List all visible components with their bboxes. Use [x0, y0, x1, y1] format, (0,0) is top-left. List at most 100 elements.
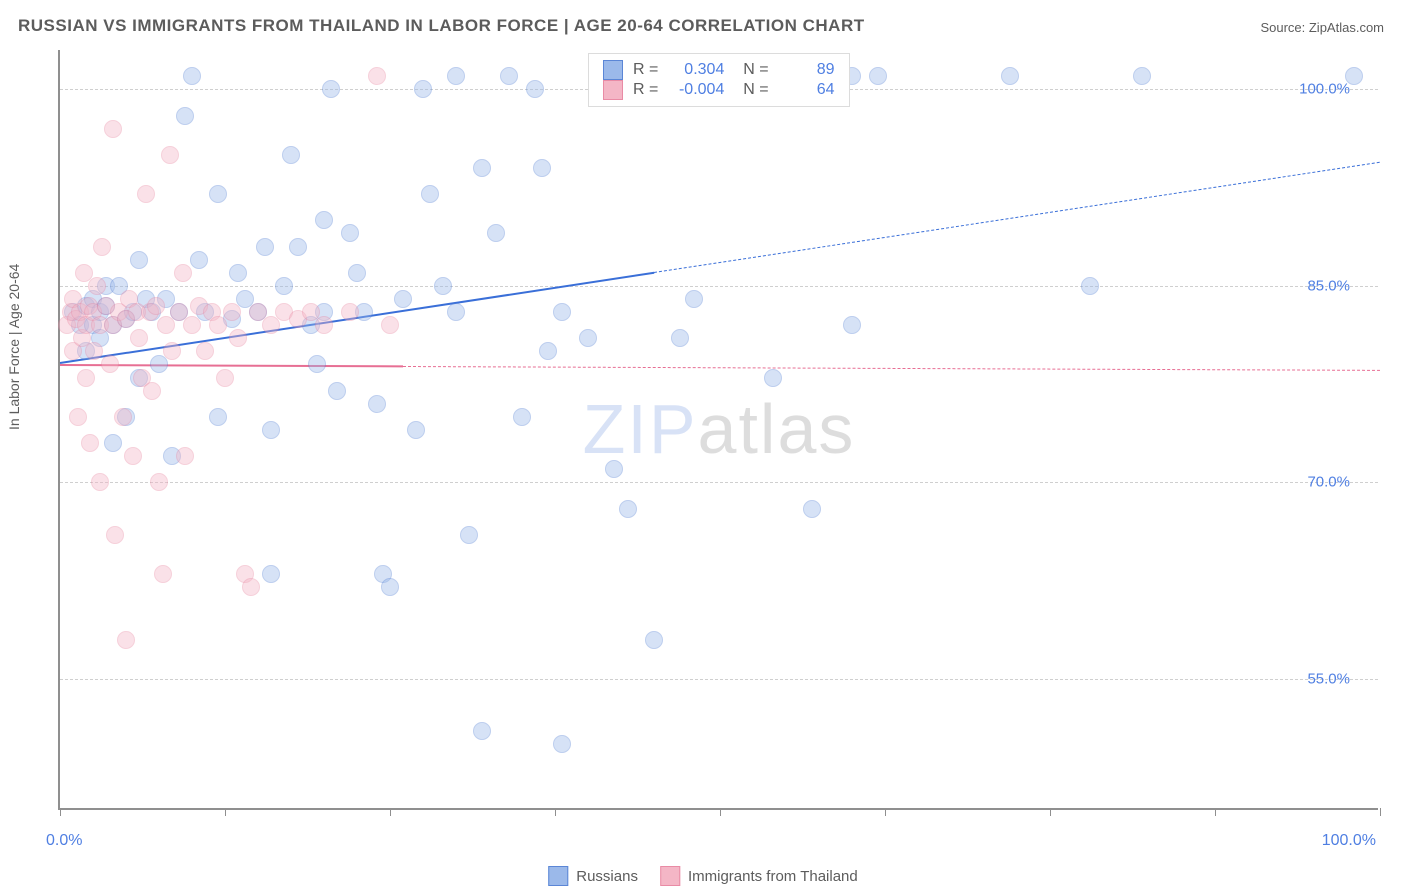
data-point: [137, 185, 155, 203]
data-point: [176, 447, 194, 465]
data-point: [1081, 277, 1099, 295]
data-point: [196, 342, 214, 360]
data-point: [1133, 67, 1151, 85]
data-point: [473, 722, 491, 740]
data-point: [209, 316, 227, 334]
data-point: [147, 297, 165, 315]
x-tick: [720, 808, 721, 816]
legend-swatch: [603, 60, 623, 80]
gridline-h: [60, 482, 1378, 483]
data-point: [262, 421, 280, 439]
legend-stats-box: R =0.304 N =89R =-0.004 N =64: [588, 53, 850, 107]
data-point: [487, 224, 505, 242]
x-tick: [555, 808, 556, 816]
x-tick: [1050, 808, 1051, 816]
data-point: [526, 80, 544, 98]
x-tick: [1215, 808, 1216, 816]
data-point: [183, 67, 201, 85]
trend-line-russians: [654, 161, 1380, 272]
data-point: [81, 434, 99, 452]
data-point: [157, 316, 175, 334]
data-point: [322, 80, 340, 98]
watermark: ZIPatlas: [583, 389, 856, 469]
legend-stats-row: R =-0.004 N =64: [603, 80, 835, 100]
stat-value-n: 89: [779, 61, 835, 79]
data-point: [843, 316, 861, 334]
data-point: [190, 251, 208, 269]
data-point: [106, 526, 124, 544]
data-point: [447, 303, 465, 321]
data-point: [414, 80, 432, 98]
data-point: [421, 185, 439, 203]
data-point: [407, 421, 425, 439]
x-tick: [225, 808, 226, 816]
x-axis-max-label: 100.0%: [1322, 832, 1376, 850]
y-tick-label: 55.0%: [1307, 670, 1350, 687]
data-point: [671, 329, 689, 347]
data-point: [341, 303, 359, 321]
data-point: [500, 67, 518, 85]
data-point: [869, 67, 887, 85]
data-point: [209, 185, 227, 203]
data-point: [93, 238, 111, 256]
data-point: [114, 408, 132, 426]
data-point: [117, 631, 135, 649]
watermark-part1: ZIP: [583, 390, 698, 468]
data-point: [69, 408, 87, 426]
data-point: [533, 159, 551, 177]
legend-label: Russians: [576, 868, 638, 885]
data-point: [315, 316, 333, 334]
data-point: [161, 146, 179, 164]
data-point: [77, 369, 95, 387]
data-point: [216, 369, 234, 387]
data-point: [150, 473, 168, 491]
legend-entry: Immigrants from Thailand: [660, 866, 858, 886]
legend-bottom: Russians Immigrants from Thailand: [548, 866, 858, 886]
y-axis-label: In Labor Force | Age 20-64: [6, 264, 22, 430]
data-point: [539, 342, 557, 360]
data-point: [85, 342, 103, 360]
data-point: [262, 316, 280, 334]
x-tick: [60, 808, 61, 816]
stat-label-n: N =: [734, 61, 768, 79]
legend-stats-row: R =0.304 N =89: [603, 60, 835, 80]
data-point: [154, 565, 172, 583]
data-point: [88, 277, 106, 295]
data-point: [348, 264, 366, 282]
x-tick: [885, 808, 886, 816]
data-point: [229, 264, 247, 282]
data-point: [101, 355, 119, 373]
chart-title: RUSSIAN VS IMMIGRANTS FROM THAILAND IN L…: [18, 16, 865, 36]
data-point: [229, 329, 247, 347]
data-point: [513, 408, 531, 426]
data-point: [104, 120, 122, 138]
stat-value-n: 64: [779, 81, 835, 99]
y-tick-label: 70.0%: [1307, 474, 1350, 491]
data-point: [1001, 67, 1019, 85]
data-point: [282, 146, 300, 164]
stat-value-r: -0.004: [668, 81, 724, 99]
legend-label: Immigrants from Thailand: [688, 868, 858, 885]
data-point: [143, 382, 161, 400]
trend-line-immigrants-from-thailand: [403, 366, 1380, 371]
data-point: [381, 578, 399, 596]
data-point: [328, 382, 346, 400]
data-point: [124, 447, 142, 465]
x-axis-min-label: 0.0%: [46, 832, 82, 850]
data-point: [209, 408, 227, 426]
data-point: [685, 290, 703, 308]
data-point: [289, 238, 307, 256]
data-point: [605, 460, 623, 478]
data-point: [341, 224, 359, 242]
stat-label-n: N =: [734, 81, 768, 99]
gridline-h: [60, 679, 1378, 680]
watermark-part2: atlas: [698, 390, 856, 468]
data-point: [460, 526, 478, 544]
data-point: [308, 355, 326, 373]
data-point: [91, 473, 109, 491]
source-attribution: Source: ZipAtlas.com: [1260, 20, 1384, 35]
data-point: [315, 211, 333, 229]
gridline-h: [60, 286, 1378, 287]
data-point: [368, 67, 386, 85]
data-point: [381, 316, 399, 334]
